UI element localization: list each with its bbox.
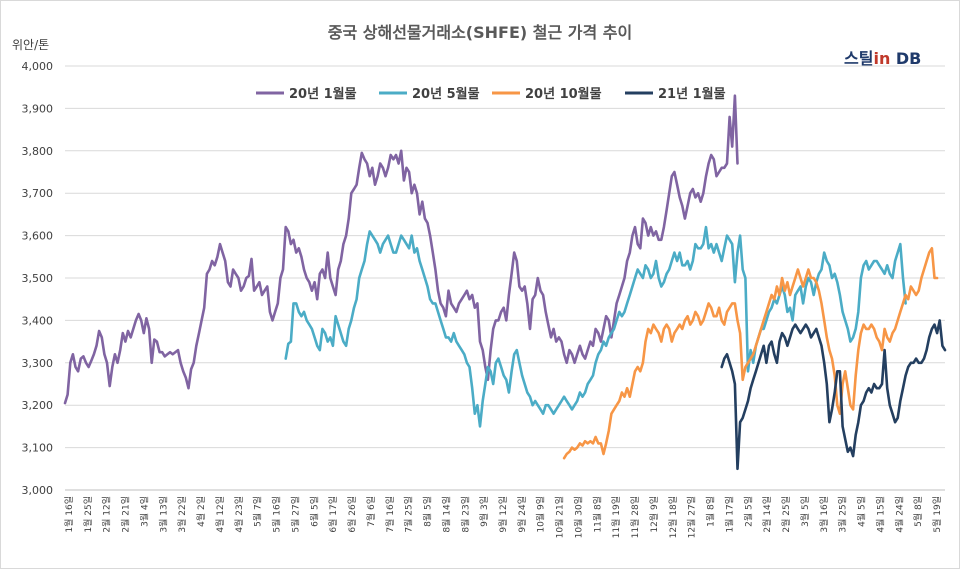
y-tick-label: 3,000 <box>22 484 54 497</box>
x-axis: 1월 16일 1월 25일 2월 12일 2월 21일 3월 4일 3월 13일 3월 22… <box>63 496 943 538</box>
y-tick-label: 3,700 <box>22 187 54 200</box>
x-tick-label: 2월 12일 <box>101 496 113 533</box>
x-tick-label: 11월 8일 <box>591 496 603 533</box>
logo-text-in: in <box>873 49 890 68</box>
y-tick-label: 3,500 <box>22 272 54 285</box>
legend-label: 20년 5월물 <box>412 86 480 102</box>
y-tick-label: 3,800 <box>22 145 54 158</box>
x-tick-label: 3월 22일 <box>176 496 188 533</box>
x-tick-label: 5월 19일 <box>931 496 943 533</box>
x-tick-label: 9월 12일 <box>497 496 509 533</box>
series-line <box>284 225 907 428</box>
x-tick-label: 10월 9일 <box>535 496 547 533</box>
x-tick-label: 4월 2일 <box>195 496 207 527</box>
y-tick-label: 3,300 <box>22 357 54 370</box>
series-line <box>562 247 939 460</box>
x-tick-label: 6월 17일 <box>327 496 339 533</box>
x-tick-label: 5월 8일 <box>912 496 924 527</box>
x-tick-label: 2월 25일 <box>780 496 792 533</box>
brand-logo: 스틸in DB <box>844 49 921 68</box>
x-tick-label: 4월 24일 <box>893 496 905 533</box>
x-tick-label: 3월 13일 <box>157 496 169 533</box>
y-tick-label: 3,400 <box>22 314 54 327</box>
svg-text:스틸in DB: 스틸in DB <box>844 49 921 68</box>
x-tick-label: 7월 16일 <box>384 496 396 533</box>
x-tick-label: 1월 8일 <box>705 496 717 527</box>
y-tick-label: 3,100 <box>22 442 54 455</box>
x-tick-label: 6월 26일 <box>346 496 358 533</box>
x-tick-label: 9월 24일 <box>516 496 528 533</box>
x-tick-label: 4월 23일 <box>233 496 245 533</box>
x-tick-label: 1월 16일 <box>63 496 75 533</box>
chart-title: 중국 상해선물거래소(SHFE) 철근 가격 추이 <box>328 23 632 42</box>
y-tick-label: 4,000 <box>22 60 54 73</box>
series-line <box>63 94 739 405</box>
x-tick-label: 5월 7일 <box>252 496 264 527</box>
x-tick-label: 1월 25일 <box>82 496 94 533</box>
x-tick-label: 8월 5일 <box>422 496 434 527</box>
logo-text-db: DB <box>890 49 921 68</box>
x-tick-label: 2월 5일 <box>742 496 754 527</box>
y-axis-unit-label: 위안/톤 <box>12 38 49 52</box>
x-tick-label: 5월 16일 <box>271 496 283 533</box>
x-tick-label: 5월 27일 <box>289 496 301 533</box>
series-line <box>720 319 947 471</box>
x-tick-label: 11월 19일 <box>610 496 622 538</box>
x-tick-label: 7월 6일 <box>365 496 377 527</box>
y-tick-label: 3,200 <box>22 399 54 412</box>
legend-label: 20년 10월물 <box>525 86 602 102</box>
x-tick-label: 2월 14일 <box>761 496 773 533</box>
x-tick-label: 10월 30일 <box>572 496 584 538</box>
x-tick-label: 11월 28일 <box>629 496 641 538</box>
x-tick-label: 2월 21일 <box>120 496 132 533</box>
y-tick-label: 3,600 <box>22 230 54 243</box>
x-tick-label: 4월 5일 <box>856 496 868 527</box>
x-tick-label: 4월 12일 <box>214 496 226 533</box>
legend-label: 21년 1월물 <box>658 86 726 102</box>
x-tick-label: 9월 3일 <box>478 496 490 527</box>
x-tick-label: 3월 16일 <box>818 496 830 533</box>
legend: 20년 1월물 20년 5월물 20년 10월물 21년 1월물 <box>256 86 726 102</box>
x-tick-label: 3월 25일 <box>837 496 849 533</box>
x-tick-label: 12월 18일 <box>667 496 679 538</box>
series-lines <box>63 94 947 471</box>
x-tick-label: 1월 17일 <box>723 496 735 533</box>
x-tick-label: 10월 21일 <box>554 496 566 538</box>
x-tick-label: 8월 23일 <box>459 496 471 533</box>
x-tick-label: 12월 27일 <box>686 496 698 538</box>
y-axis: 3,000 3,100 3,200 3,300 3,400 3,500 3,600 3,700… <box>22 60 54 497</box>
legend-label: 20년 1월물 <box>289 86 357 102</box>
y-tick-label: 3,900 <box>22 102 54 115</box>
x-tick-label: 3월 5일 <box>799 496 811 527</box>
logo-text-steel: 스틸 <box>844 49 873 68</box>
x-tick-label: 4월 15일 <box>874 496 886 533</box>
x-tick-label: 12월 9일 <box>648 496 660 533</box>
x-tick-label: 3월 4일 <box>138 496 150 527</box>
x-tick-label: 7월 25일 <box>403 496 415 533</box>
x-tick-label: 8월 14일 <box>440 496 452 533</box>
x-tick-label: 6월 5일 <box>308 496 320 527</box>
